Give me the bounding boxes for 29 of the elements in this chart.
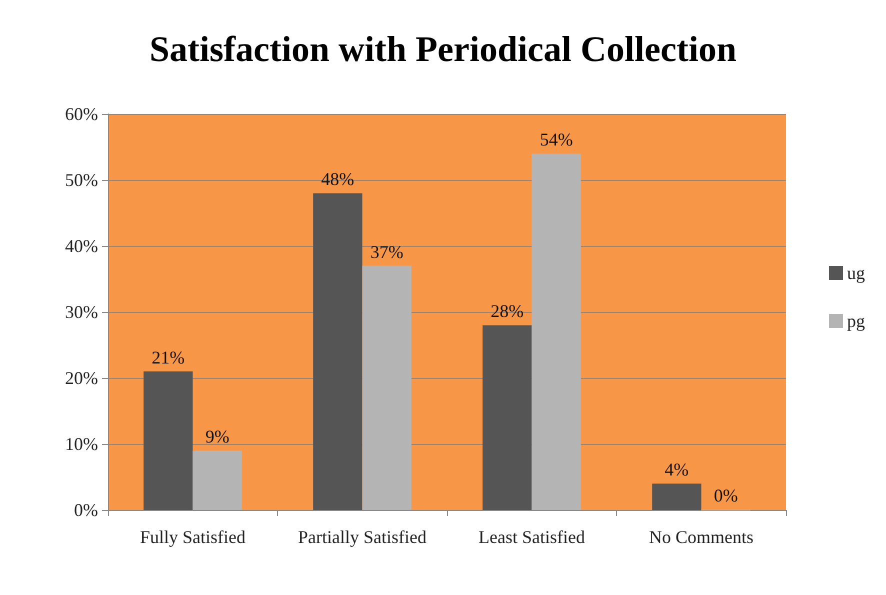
data-label: 4% — [664, 460, 689, 480]
y-tick-label: 50% — [65, 170, 98, 190]
x-tick-label: Fully Satisfied — [140, 527, 246, 547]
x-tick-label: Partially Satisfied — [298, 527, 426, 547]
legend-label: ug — [847, 263, 865, 283]
x-tick-label: Least Satisfied — [478, 527, 585, 547]
data-label: 37% — [370, 242, 404, 262]
y-tick-label: 60% — [65, 104, 98, 124]
data-label: 21% — [152, 347, 185, 368]
x-tick-label: No Comments — [648, 527, 754, 547]
bar — [144, 371, 193, 510]
bar — [192, 450, 242, 510]
data-label: 0% — [714, 486, 738, 506]
legend-label: pg — [847, 311, 865, 331]
data-label: 54% — [540, 130, 573, 150]
data-label: 48% — [321, 169, 354, 190]
bar — [652, 484, 702, 510]
bar — [362, 266, 412, 510]
data-label: 28% — [490, 301, 524, 322]
bar — [482, 325, 532, 510]
data-label: 9% — [205, 426, 230, 447]
y-tick-label: 20% — [65, 368, 98, 388]
chart-title: Satisfaction with Periodical Collection — [150, 29, 736, 69]
bar — [313, 193, 362, 510]
y-tick-label: 30% — [65, 302, 98, 322]
bar — [532, 154, 581, 510]
y-tick-label: 10% — [65, 434, 98, 454]
y-tick-label: 40% — [65, 236, 98, 256]
y-tick-label: 0% — [74, 500, 98, 520]
